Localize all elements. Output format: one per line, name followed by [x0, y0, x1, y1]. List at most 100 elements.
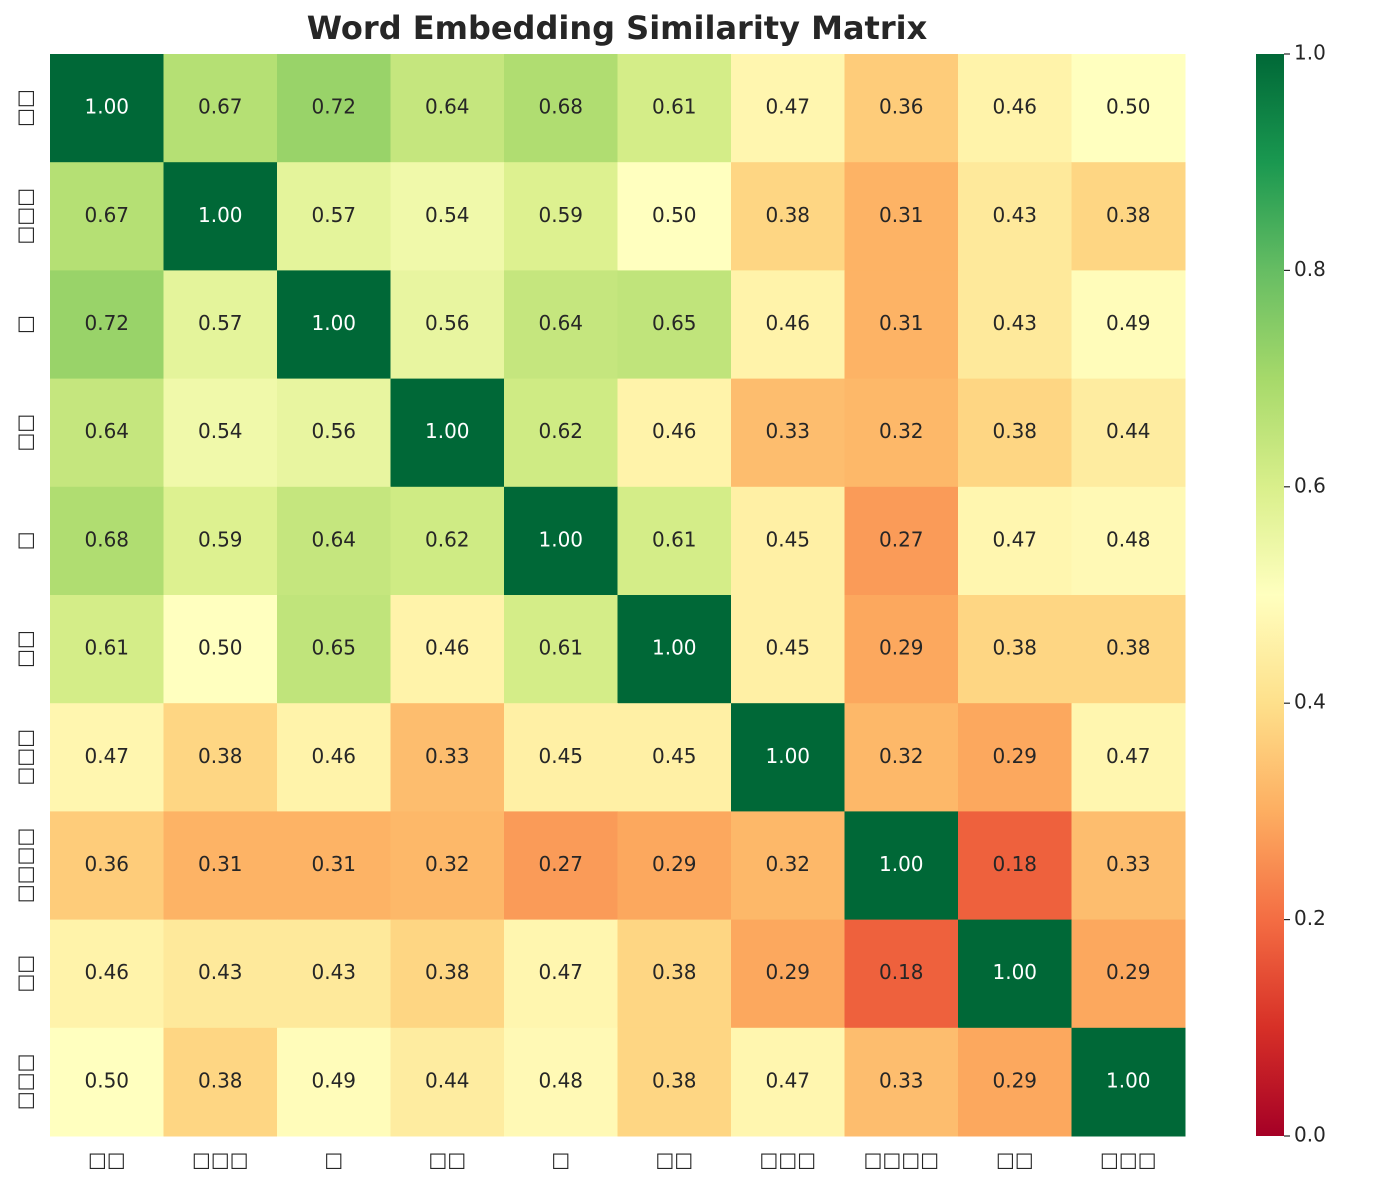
cell-label: 0.64	[311, 527, 356, 551]
heatmap-cell	[50, 54, 164, 163]
heatmap-cell	[504, 811, 618, 921]
heatmap-cell	[50, 162, 164, 271]
heatmap-cell	[1071, 486, 1186, 596]
heatmap-cell	[731, 1027, 845, 1137]
cell-label: 0.61	[652, 527, 697, 551]
heatmap-cell	[731, 595, 845, 704]
heatmap-cell	[277, 486, 391, 596]
heatmap-cell	[163, 270, 278, 380]
y-tick-label: □	[13, 315, 37, 334]
colorbar	[1256, 54, 1284, 1136]
x-tick-label: □□□	[759, 1148, 816, 1172]
heatmap-cell	[277, 270, 391, 380]
heatmap-cell	[1071, 595, 1186, 704]
heatmap-cell	[504, 378, 618, 488]
x-tick-label: □□	[88, 1148, 126, 1172]
cell-label: 0.59	[198, 527, 243, 551]
heatmap-cell	[844, 1027, 959, 1137]
heatmap-cell	[163, 595, 278, 704]
cell-label: 0.45	[765, 636, 810, 660]
colorbar-tick-label: 0.2	[1294, 906, 1326, 930]
cell-label: 0.47	[1106, 744, 1151, 768]
cell-label: 0.31	[879, 311, 924, 335]
heatmap-cell	[50, 270, 164, 380]
heatmap-cell	[617, 703, 732, 812]
cell-label: 0.32	[879, 419, 924, 443]
cell-label: 0.64	[425, 95, 470, 119]
cell-label: 0.46	[992, 95, 1037, 119]
cell-label: 0.18	[879, 960, 924, 984]
heatmap-cell	[1071, 270, 1186, 380]
cell-label: 0.61	[652, 95, 697, 119]
y-tick-label: □□	[13, 955, 37, 993]
cell-label: 0.29	[652, 852, 697, 876]
colorbar-tick-label: 0.6	[1294, 473, 1326, 497]
heatmap-cell	[504, 595, 618, 704]
cell-label: 0.29	[879, 636, 924, 660]
heatmap-cell	[50, 378, 164, 488]
cell-label: 0.33	[1106, 852, 1151, 876]
cell-label: 0.29	[992, 744, 1037, 768]
cell-label: 0.31	[198, 852, 243, 876]
heatmap-cell	[958, 703, 1072, 812]
heatmap-cell	[617, 270, 732, 380]
colorbar-tick-label: 0.4	[1294, 690, 1326, 714]
cell-label: 0.18	[992, 852, 1037, 876]
cell-label: 0.38	[992, 419, 1037, 443]
y-tick-label: □	[13, 531, 37, 550]
cell-label: 0.64	[538, 311, 583, 335]
heatmap-cell	[277, 919, 391, 1029]
cell-label: 1.00	[425, 419, 470, 443]
chart-title: Word Embedding Similarity Matrix	[307, 9, 928, 47]
y-tick-label: □□□	[13, 188, 37, 245]
cell-label: 0.68	[84, 527, 129, 551]
heatmap-cell	[504, 919, 618, 1029]
heatmap-cell	[1071, 162, 1186, 271]
heatmap-cell	[504, 486, 618, 596]
cell-label: 0.33	[425, 744, 470, 768]
heatmap-cell	[277, 54, 391, 163]
heatmap-cell	[390, 811, 505, 921]
heatmap-cell	[958, 486, 1072, 596]
cell-label: 0.45	[652, 744, 697, 768]
cell-label: 0.32	[765, 852, 810, 876]
heatmap-cell	[390, 486, 505, 596]
heatmap-cell	[731, 811, 845, 921]
cell-label: 0.47	[765, 1068, 810, 1092]
heatmap-cell	[163, 811, 278, 921]
heatmap-cell	[958, 162, 1072, 271]
heatmap-cell	[163, 378, 278, 488]
heatmap-cell	[50, 595, 164, 704]
cell-label: 0.54	[198, 419, 243, 443]
cell-label: 1.00	[765, 744, 810, 768]
cell-label: 0.38	[1106, 203, 1151, 227]
heatmap-cell	[1071, 378, 1186, 488]
heatmap-cell	[617, 919, 732, 1029]
heatmap-cell	[844, 270, 959, 380]
cell-label: 0.62	[425, 527, 470, 551]
cell-label: 1.00	[992, 960, 1037, 984]
heatmap-cell	[1071, 919, 1186, 1029]
cell-label: 0.29	[1106, 960, 1151, 984]
heatmap-cell	[844, 378, 959, 488]
cell-label: 0.54	[425, 203, 470, 227]
heatmap-cell	[390, 595, 505, 704]
cell-label: 0.27	[538, 852, 583, 876]
heatmap-cell	[731, 486, 845, 596]
heatmap-cell	[277, 595, 391, 704]
y-tick-label: □□□	[13, 729, 37, 786]
heatmap-cell	[1071, 811, 1186, 921]
cell-label: 0.56	[311, 419, 356, 443]
cell-label: 0.61	[84, 636, 129, 660]
cell-label: 0.62	[538, 419, 583, 443]
y-tick-label: □□	[13, 630, 37, 668]
heatmap-cell	[163, 919, 278, 1029]
heatmap-cell	[731, 270, 845, 380]
heatmap-cell	[731, 162, 845, 271]
cell-label: 0.64	[84, 419, 129, 443]
colorbar-tick-label: 0.8	[1294, 257, 1326, 281]
cell-label: 0.43	[311, 960, 356, 984]
cell-label: 0.31	[879, 203, 924, 227]
cell-label: 0.29	[992, 1068, 1037, 1092]
